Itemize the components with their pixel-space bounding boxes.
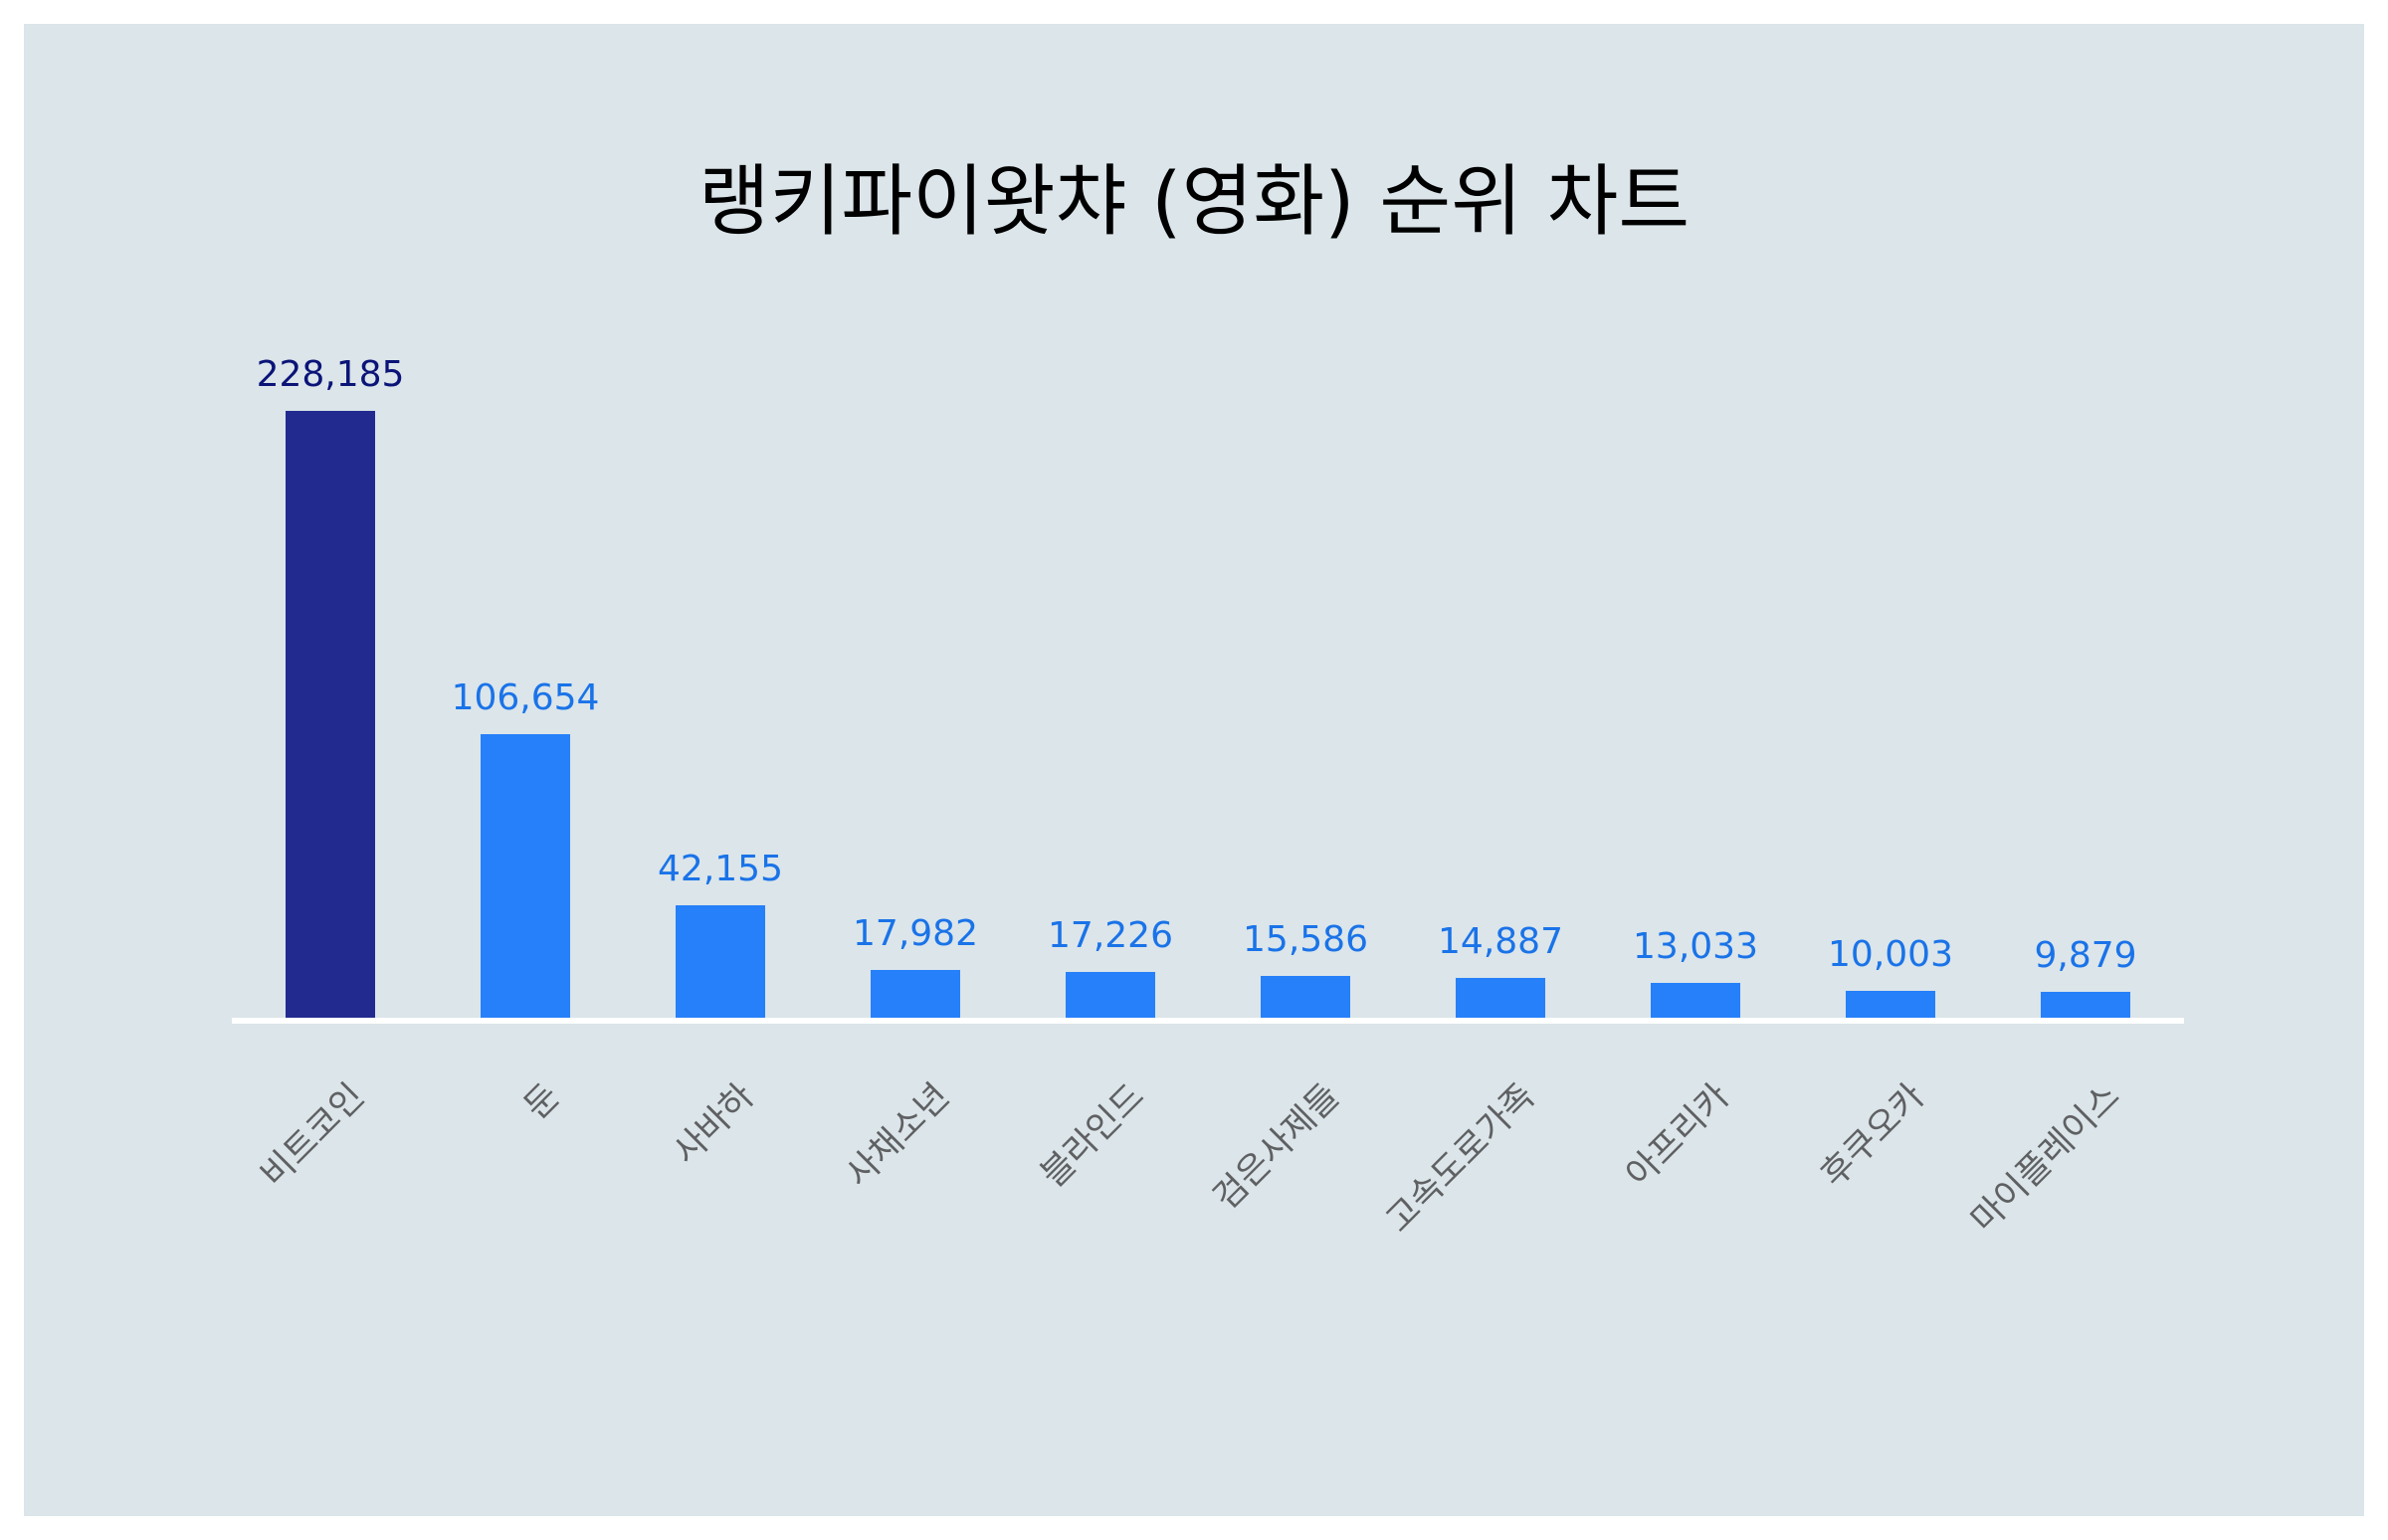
- bar-value-label: 15,586: [1243, 919, 1368, 960]
- bar-value-label: 10,003: [1828, 934, 1953, 975]
- bar: [1651, 983, 1740, 1018]
- bar: [481, 734, 570, 1018]
- bar-value-label: 42,155: [658, 849, 783, 889]
- chart-title: 랭키파이왓챠 (영화) 순위 차트: [697, 157, 1691, 247]
- bar: [2041, 992, 2130, 1018]
- bar-value-label: 17,982: [853, 913, 978, 954]
- bar: [1456, 978, 1545, 1018]
- bar-value-label: 17,226: [1048, 915, 1173, 956]
- bar-value-label: 13,033: [1633, 926, 1758, 967]
- bar: [871, 970, 960, 1018]
- bar-value-label: 14,887: [1438, 921, 1563, 962]
- chart-panel: [24, 24, 2364, 1516]
- bar-value-label: 228,185: [256, 354, 405, 395]
- bar: [1846, 991, 1935, 1018]
- bar: [676, 905, 765, 1018]
- bar: [1261, 976, 1350, 1018]
- bar-value-label: 106,654: [451, 677, 600, 718]
- bar: [1066, 972, 1155, 1018]
- x-axis-line: [232, 1018, 2184, 1024]
- bar-value-label: 9,879: [2034, 935, 2137, 976]
- bar: [286, 411, 375, 1018]
